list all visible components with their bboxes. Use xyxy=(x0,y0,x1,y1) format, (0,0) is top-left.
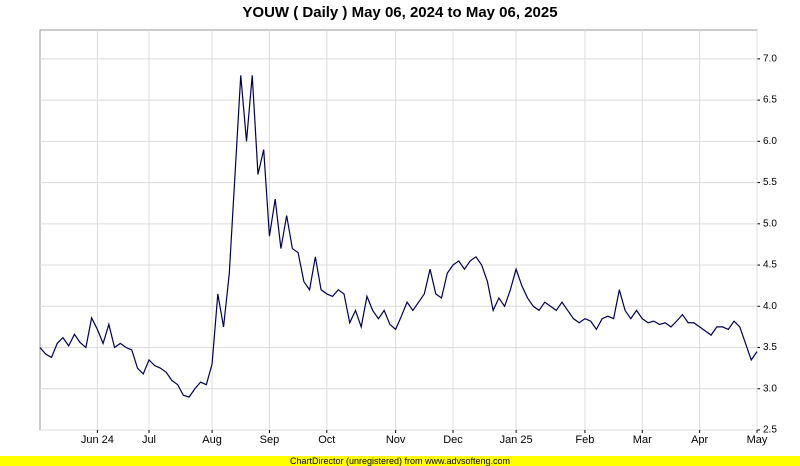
x-tick-label: May xyxy=(747,434,768,446)
price-line xyxy=(39,75,758,398)
x-tick-label: Oct xyxy=(318,434,335,446)
y-tick-label: 6.5 xyxy=(763,95,777,106)
y-tick-label: 4.5 xyxy=(763,260,777,271)
y-tick-label: 2.5 xyxy=(763,425,777,436)
x-tick-label: Mar xyxy=(633,434,652,446)
chart-title: YOUW ( Daily ) May 06, 2024 to May 06, 2… xyxy=(242,4,557,21)
x-tick-label: Jan 25 xyxy=(500,434,533,446)
x-tick-label: Apr xyxy=(691,434,708,446)
y-tick-label: 3.5 xyxy=(763,342,777,353)
plot-area xyxy=(39,29,758,431)
x-tick-label: Jun 24 xyxy=(81,434,114,446)
x-tick-label: Feb xyxy=(575,434,594,446)
footer: ChartDirector (unregistered) from www.ad… xyxy=(290,456,510,466)
y-tick-label: 5.5 xyxy=(763,177,777,188)
x-tick-label: Nov xyxy=(386,434,406,446)
x-tick-label: Jul xyxy=(142,434,156,446)
y-tick-label: 5.0 xyxy=(763,218,777,229)
x-tick-label: Dec xyxy=(443,434,463,446)
footer-bar xyxy=(0,456,800,466)
y-tick-label: 4.0 xyxy=(763,301,777,312)
y-tick-label: 6.0 xyxy=(763,136,777,147)
x-tick-label: Aug xyxy=(202,434,222,446)
y-tick-label: 3.0 xyxy=(763,383,777,394)
x-tick-label: Sep xyxy=(260,434,280,446)
y-tick-label: 7.0 xyxy=(763,54,777,65)
